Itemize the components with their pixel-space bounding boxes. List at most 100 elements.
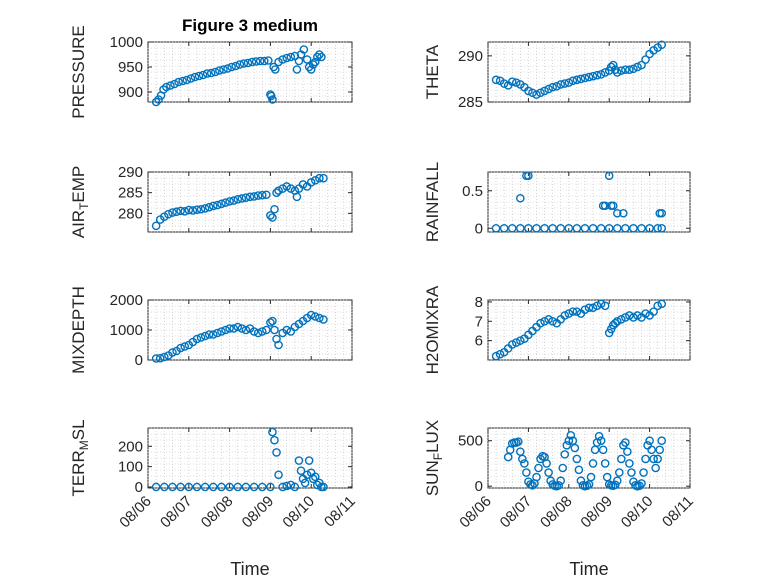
data-point	[560, 79, 570, 88]
data-point	[629, 64, 638, 74]
data-point	[204, 202, 214, 212]
data-point	[249, 482, 259, 492]
data-point	[247, 57, 257, 67]
data-point	[270, 435, 279, 445]
data-point	[257, 327, 267, 336]
data-point	[215, 66, 224, 75]
data-point	[160, 352, 169, 362]
data-point	[194, 71, 204, 81]
data-point	[574, 465, 584, 475]
data-point	[208, 201, 218, 211]
data-point	[617, 66, 626, 75]
data-point	[262, 190, 271, 200]
data-point	[560, 311, 570, 320]
data-point	[610, 318, 620, 328]
data-point	[544, 315, 553, 324]
data-point	[196, 333, 206, 342]
data-point	[635, 481, 644, 491]
data-point	[621, 223, 630, 233]
data-point	[225, 197, 234, 206]
data-point	[319, 482, 328, 492]
data-point	[491, 351, 501, 361]
data-point	[268, 95, 277, 104]
data-point	[548, 223, 557, 233]
data-point	[582, 481, 592, 491]
data-point	[544, 84, 553, 94]
data-point	[176, 206, 185, 216]
data-point	[604, 171, 614, 181]
y-tick-label: 900	[118, 84, 143, 101]
x-tick-label: 08/07	[157, 493, 196, 532]
data-point	[164, 209, 173, 219]
data-point	[625, 459, 634, 468]
data-point	[564, 78, 574, 87]
data-point	[592, 301, 602, 311]
data-point	[217, 482, 226, 492]
data-point	[499, 223, 509, 233]
data-point	[292, 65, 302, 74]
data-point	[251, 57, 261, 66]
data-point	[249, 192, 259, 201]
data-point	[657, 208, 667, 218]
y-tick-label: 290	[458, 48, 483, 65]
data-point	[532, 90, 541, 99]
data-point	[511, 338, 521, 347]
data-point	[310, 57, 320, 67]
data-point	[315, 50, 324, 59]
data-point	[176, 343, 185, 353]
data-point	[268, 427, 277, 437]
data-point	[180, 342, 190, 351]
y-tick-label: 100	[118, 459, 143, 476]
y-axis-label: THETA	[423, 44, 442, 99]
data-point	[308, 474, 318, 484]
data-point	[649, 454, 658, 464]
data-point	[491, 223, 501, 233]
data-point	[520, 459, 529, 468]
y-tick-label: 6	[475, 333, 483, 350]
x-tick-label: 08/11	[321, 493, 359, 531]
data-point	[612, 68, 622, 77]
data-point	[627, 468, 636, 477]
data-point	[257, 482, 267, 492]
data-point	[653, 301, 662, 311]
data-point	[649, 307, 658, 316]
data-point	[584, 72, 594, 82]
data-point	[633, 311, 642, 320]
data-point	[241, 325, 251, 335]
data-point	[208, 330, 218, 339]
data-point	[282, 481, 292, 491]
data-point	[249, 327, 259, 336]
y-tick-label: 0.5	[462, 183, 483, 200]
data-point	[524, 223, 533, 233]
data-point	[600, 68, 610, 77]
y-tick-label: 285	[118, 185, 143, 202]
data-point	[552, 82, 561, 91]
data-point	[272, 188, 281, 197]
y-tick-label: 0	[475, 478, 483, 495]
data-point	[302, 470, 312, 480]
data-point	[184, 205, 194, 215]
data-point	[151, 221, 161, 231]
data-point	[168, 482, 177, 492]
data-point	[225, 482, 234, 492]
data-point	[162, 82, 171, 92]
data-point	[182, 75, 192, 85]
data-point	[304, 456, 314, 465]
x-axis-label: Time	[569, 559, 608, 579]
data-point	[180, 207, 190, 216]
data-point	[619, 208, 628, 218]
x-tick-label: 08/10	[618, 493, 657, 532]
data-point	[655, 445, 665, 455]
y-axis-label: PRESSURE	[69, 25, 88, 119]
data-point	[278, 184, 287, 193]
data-point	[600, 201, 610, 211]
data-point	[174, 77, 183, 87]
data-point	[219, 65, 228, 74]
x-tick-label: 08/06	[116, 493, 155, 532]
data-point	[310, 175, 320, 185]
data-point	[528, 480, 537, 490]
data-point	[645, 223, 654, 233]
data-point	[198, 70, 208, 80]
data-point	[536, 318, 545, 328]
